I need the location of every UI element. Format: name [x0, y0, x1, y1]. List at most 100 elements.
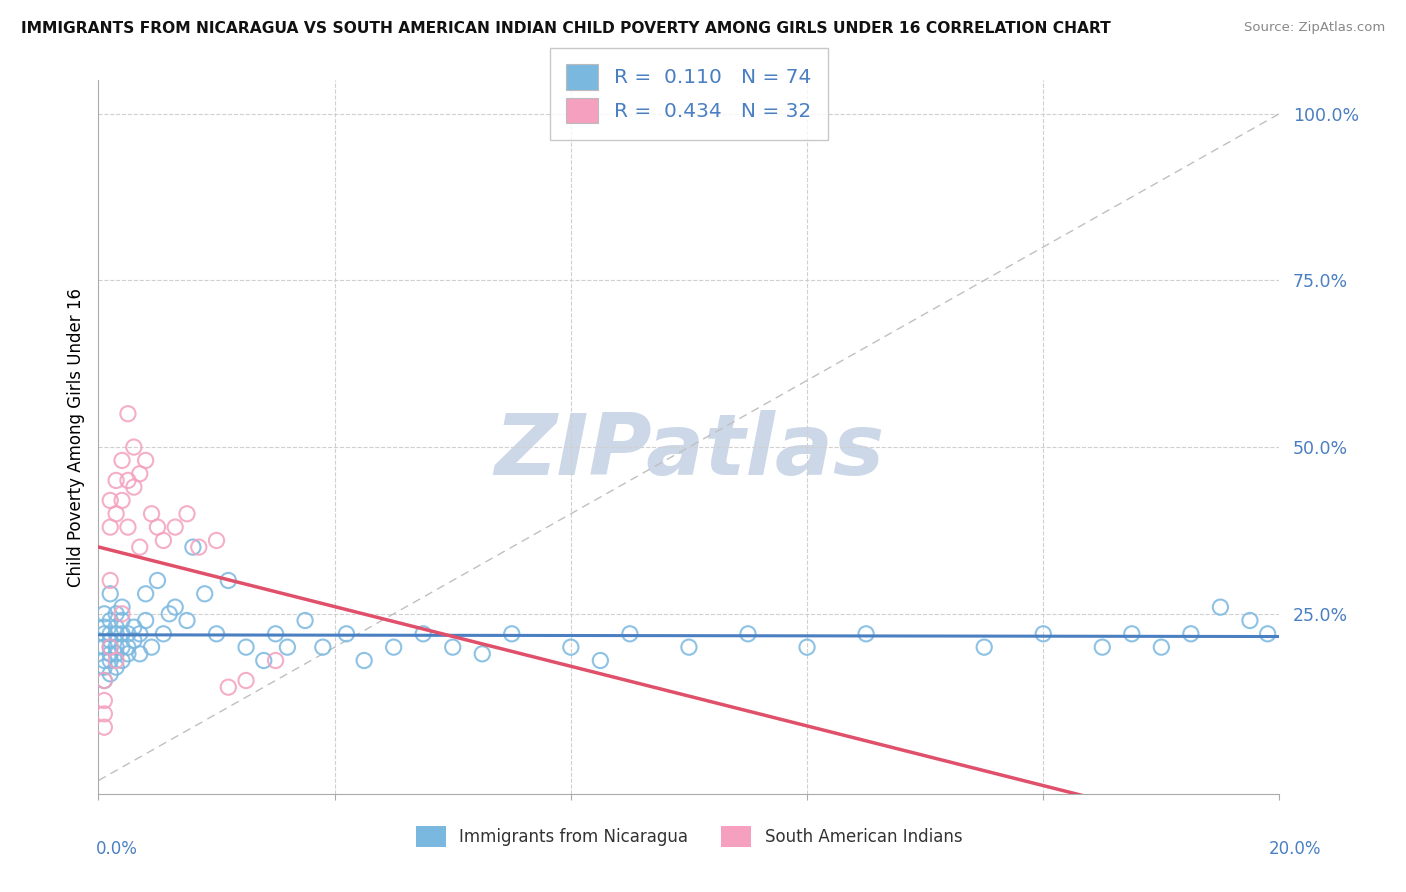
Point	[471, 647, 494, 661]
Point	[93, 693, 115, 707]
Legend: Immigrants from Nicaragua, South American Indians: Immigrants from Nicaragua, South America…	[409, 820, 969, 854]
Point	[117, 407, 139, 421]
Point	[335, 627, 357, 641]
Point	[855, 627, 877, 641]
Point	[105, 647, 128, 661]
Point	[619, 627, 641, 641]
Point	[128, 647, 150, 661]
Point	[117, 640, 139, 655]
Point	[1257, 627, 1279, 641]
Point	[93, 607, 115, 621]
Point	[111, 627, 134, 641]
Point	[1150, 640, 1173, 655]
Point	[152, 533, 174, 548]
Point	[98, 633, 121, 648]
Point	[135, 587, 157, 601]
Point	[98, 640, 121, 655]
Point	[98, 653, 121, 667]
Point	[93, 673, 115, 688]
Point	[98, 627, 121, 641]
Point	[264, 627, 287, 641]
Point	[117, 627, 139, 641]
Point	[98, 520, 121, 534]
Point	[382, 640, 405, 655]
Point	[1239, 614, 1261, 628]
Point	[93, 660, 115, 674]
Point	[1091, 640, 1114, 655]
Point	[235, 640, 257, 655]
Point	[117, 647, 139, 661]
Point	[194, 587, 217, 601]
Point	[141, 640, 163, 655]
Point	[1209, 600, 1232, 615]
Point	[152, 627, 174, 641]
Point	[135, 614, 157, 628]
Point	[117, 520, 139, 534]
Point	[98, 587, 121, 601]
Point	[1121, 627, 1143, 641]
Point	[105, 660, 128, 674]
Point	[217, 574, 239, 588]
Point	[93, 720, 115, 734]
Point	[973, 640, 995, 655]
Point	[105, 620, 128, 634]
Point	[111, 493, 134, 508]
Point	[264, 653, 287, 667]
Point	[412, 627, 434, 641]
Point	[105, 607, 128, 621]
Point	[105, 507, 128, 521]
Point	[157, 607, 180, 621]
Point	[98, 614, 121, 628]
Point	[165, 520, 187, 534]
Y-axis label: Child Poverty Among Girls Under 16: Child Poverty Among Girls Under 16	[66, 287, 84, 587]
Point	[105, 640, 128, 655]
Text: Source: ZipAtlas.com: Source: ZipAtlas.com	[1244, 21, 1385, 34]
Point	[737, 627, 759, 641]
Point	[678, 640, 700, 655]
Point	[122, 440, 145, 454]
Point	[128, 540, 150, 554]
Point	[205, 627, 228, 641]
Point	[312, 640, 335, 655]
Text: 20.0%: 20.0%	[1270, 840, 1322, 858]
Point	[141, 507, 163, 521]
Point	[111, 640, 134, 655]
Point	[93, 673, 115, 688]
Point	[111, 453, 134, 467]
Point	[796, 640, 818, 655]
Point	[176, 507, 198, 521]
Point	[98, 640, 121, 655]
Point	[117, 474, 139, 488]
Point	[294, 614, 316, 628]
Point	[560, 640, 582, 655]
Point	[93, 640, 115, 655]
Point	[187, 540, 209, 554]
Point	[217, 680, 239, 694]
Point	[205, 533, 228, 548]
Text: ZIPatlas: ZIPatlas	[494, 409, 884, 493]
Point	[98, 493, 121, 508]
Point	[146, 574, 169, 588]
Point	[146, 520, 169, 534]
Point	[111, 653, 134, 667]
Point	[135, 453, 157, 467]
Point	[111, 600, 134, 615]
Point	[176, 614, 198, 628]
Point	[93, 706, 115, 721]
Point	[181, 540, 204, 554]
Point	[165, 600, 187, 615]
Point	[105, 653, 128, 667]
Point	[122, 620, 145, 634]
Text: IMMIGRANTS FROM NICARAGUA VS SOUTH AMERICAN INDIAN CHILD POVERTY AMONG GIRLS UND: IMMIGRANTS FROM NICARAGUA VS SOUTH AMERI…	[21, 21, 1111, 36]
Point	[253, 653, 276, 667]
Point	[589, 653, 612, 667]
Point	[98, 574, 121, 588]
Point	[111, 607, 134, 621]
Point	[122, 633, 145, 648]
Point	[98, 647, 121, 661]
Point	[1180, 627, 1202, 641]
Point	[1032, 627, 1054, 641]
Point	[235, 673, 257, 688]
Point	[105, 627, 128, 641]
Text: 0.0%: 0.0%	[96, 840, 138, 858]
